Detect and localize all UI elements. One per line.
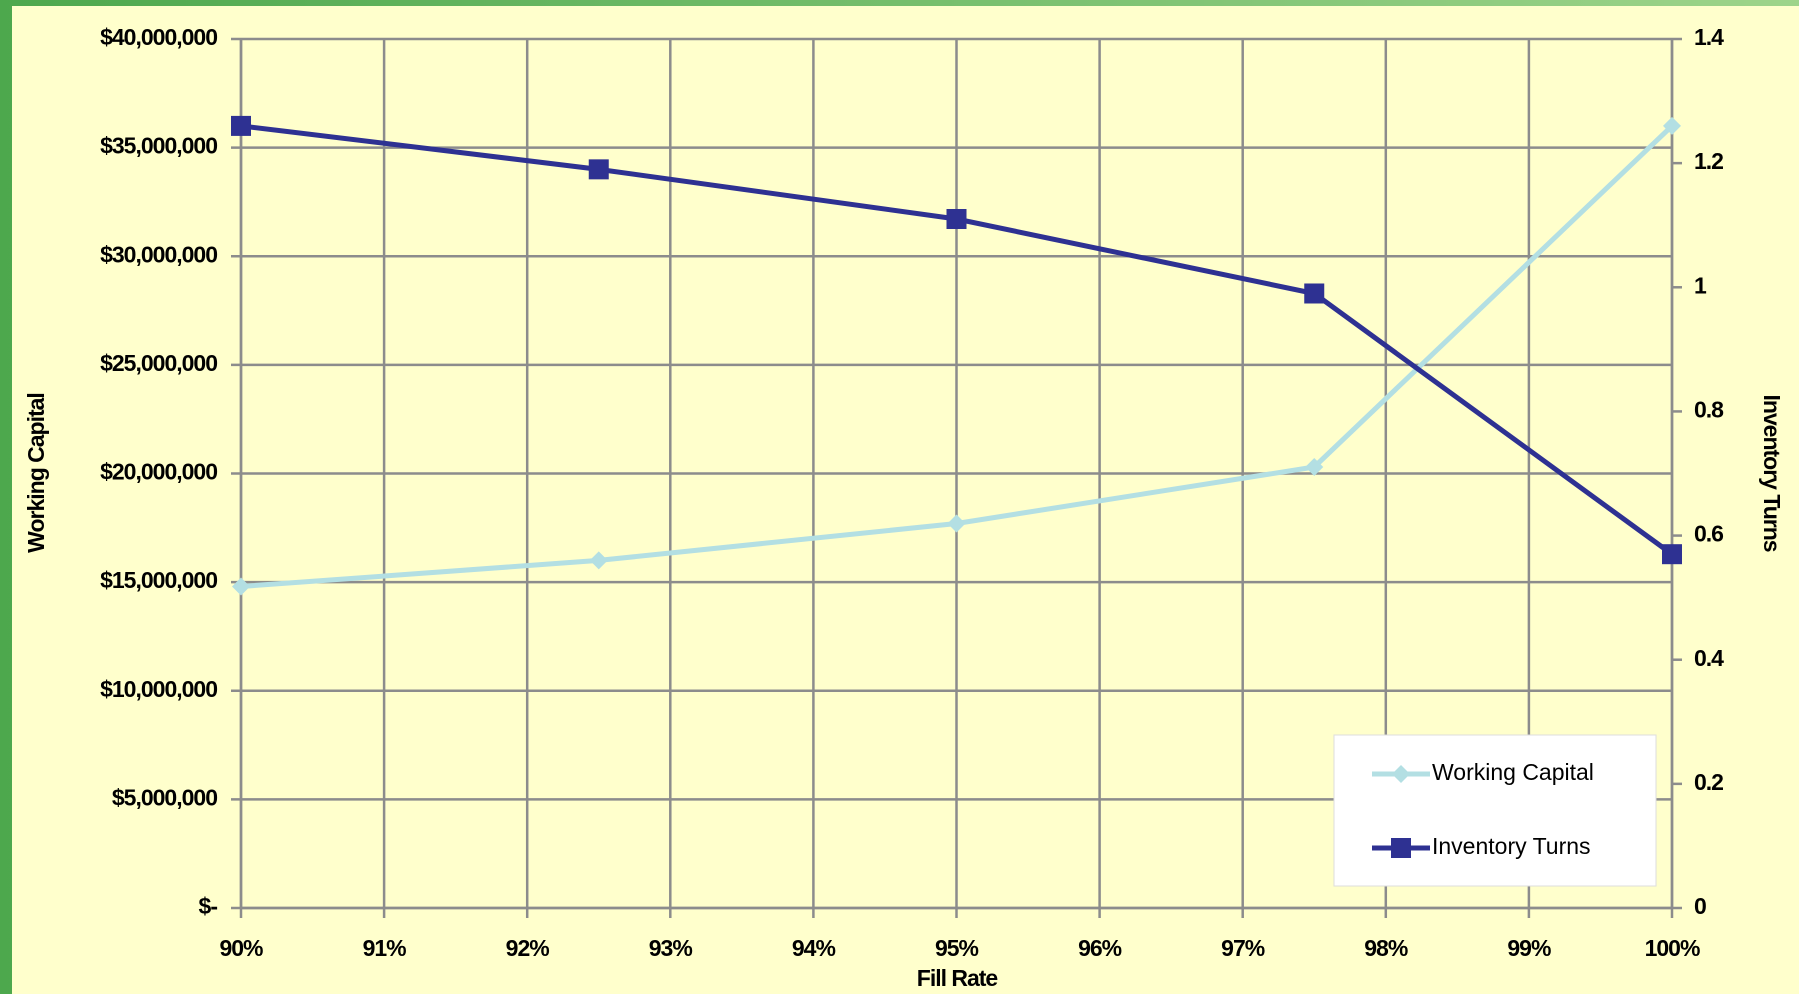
- marker: [1305, 457, 1324, 476]
- y-tick-label: $15,000,000: [100, 567, 217, 593]
- y2-tick-label: 1.2: [1694, 148, 1723, 174]
- x-tick-label: 93%: [649, 935, 693, 961]
- y-axis-title: Working Capital: [23, 393, 49, 553]
- x-tick-label: 98%: [1364, 935, 1408, 961]
- marker: [947, 514, 966, 533]
- y-tick-label: $40,000,000: [100, 24, 217, 50]
- marker: [1391, 838, 1411, 858]
- marker: [946, 209, 967, 230]
- x-tick-label: 90%: [219, 935, 263, 961]
- marker: [1392, 765, 1410, 783]
- x-axis-title: Fill Rate: [917, 965, 998, 991]
- y2-tick-label: 0.4: [1694, 645, 1724, 671]
- legend-label: Inventory Turns: [1432, 833, 1591, 859]
- y2-tick-label: 0: [1694, 893, 1706, 919]
- x-tick-label: 99%: [1507, 935, 1551, 961]
- legend-label: Working Capital: [1432, 759, 1594, 785]
- x-tick-label: 100%: [1645, 935, 1700, 961]
- marker: [1663, 116, 1681, 135]
- y2-tick-label: 0.8: [1694, 397, 1724, 423]
- y-tick-label: $35,000,000: [100, 133, 217, 159]
- legend: [1333, 734, 1657, 887]
- marker: [589, 551, 608, 570]
- marker: [231, 115, 251, 136]
- y-tick-label: $30,000,000: [100, 241, 217, 267]
- y2-tick-label: 1: [1694, 272, 1707, 298]
- y2-tick-label: 1.4: [1694, 24, 1724, 50]
- marker: [1304, 283, 1325, 304]
- y2-tick-label: 0.6: [1694, 521, 1723, 547]
- marker: [588, 159, 609, 180]
- y2-tick-label: 0.2: [1694, 769, 1723, 795]
- y-tick-label: $5,000,000: [112, 784, 217, 810]
- marker: [232, 577, 250, 596]
- y-tick-label: $10,000,000: [100, 676, 217, 702]
- y2-axis-title: Inventory Turns: [1759, 394, 1785, 551]
- x-tick-label: 97%: [1221, 935, 1265, 961]
- marker: [1662, 544, 1682, 565]
- x-tick-label: 91%: [363, 935, 407, 961]
- x-tick-label: 96%: [1078, 935, 1122, 961]
- x-tick-label: 94%: [792, 935, 836, 961]
- y-tick-label: $25,000,000: [100, 350, 217, 376]
- x-tick-label: 92%: [506, 935, 550, 961]
- y-tick-label: $-: [199, 893, 218, 919]
- y-tick-label: $20,000,000: [100, 459, 217, 485]
- x-tick-label: 95%: [935, 935, 979, 961]
